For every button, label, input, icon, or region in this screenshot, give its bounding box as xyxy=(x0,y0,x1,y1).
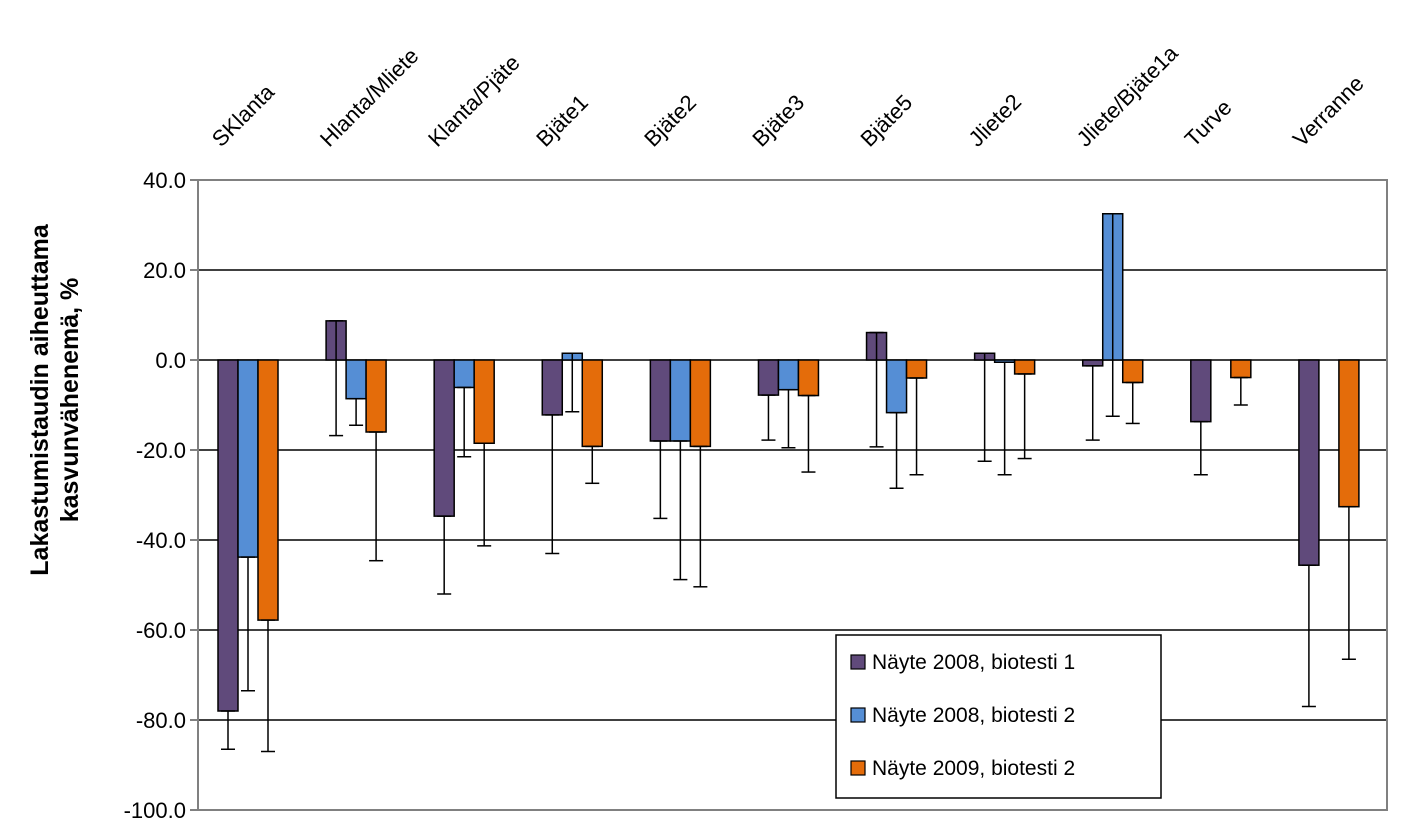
bar xyxy=(777,359,800,391)
bar xyxy=(689,359,712,448)
category-label: Bjäte1 xyxy=(531,90,593,152)
bar xyxy=(217,359,239,712)
category-labels: SKlanta Hlanta/Mliete Klanta/Pjäte Bjäte1 Bj… xyxy=(207,40,1369,152)
y-axis-title: Lakastumistaudin aiheuttamakasvunvähenem… xyxy=(26,223,84,576)
y-axis-title-line: kasvunvähenemä, % xyxy=(56,278,84,523)
bar xyxy=(669,359,692,442)
y-tick-label: 40.0 xyxy=(143,168,186,193)
bar xyxy=(1013,359,1036,375)
bar xyxy=(1338,359,1360,508)
legend-label: Näyte 2008, biotesti 1 xyxy=(872,651,1075,674)
y-tick-labels: 40.0 20.0 0.0 -20.0 -40.0 -60.0 -80.0 -100.0 xyxy=(124,168,186,823)
bar xyxy=(1190,359,1212,423)
bar xyxy=(1298,359,1320,566)
bar xyxy=(345,359,367,400)
category-label: Bjäte5 xyxy=(855,90,917,152)
category-label: Hlanta/Mliete xyxy=(315,43,423,151)
y-tick-label: -60.0 xyxy=(136,618,186,643)
legend-label: Näyte 2008, biotesti 2 xyxy=(872,704,1075,727)
category-label: Bjäte2 xyxy=(639,90,701,152)
y-tick-label: -40.0 xyxy=(136,528,186,553)
bar xyxy=(365,359,387,433)
plot-frame xyxy=(190,179,1388,811)
category-label: Jliete2 xyxy=(964,89,1027,152)
category-label: Jliete/Bjäte1a xyxy=(1072,40,1184,152)
y-tick-label: -20.0 xyxy=(136,438,186,463)
category-label: Bjäte3 xyxy=(747,90,809,152)
legend: Näyte 2008, biotesti 1 Näyte 2008, biotes… xyxy=(835,634,1162,799)
bar xyxy=(1230,359,1252,379)
bar xyxy=(473,359,495,444)
bar xyxy=(257,359,279,621)
bar xyxy=(1081,359,1104,367)
y-tick-label: -100.0 xyxy=(124,798,186,823)
y-tick-label: 20.0 xyxy=(143,258,186,283)
bar xyxy=(433,359,455,517)
y-tick-label: -80.0 xyxy=(136,708,186,733)
legend-label: Näyte 2009, biotesti 2 xyxy=(872,757,1075,780)
bar xyxy=(905,359,928,379)
bar xyxy=(885,359,908,414)
legend-swatch xyxy=(850,760,866,776)
category-label: Klanta/Pjäte xyxy=(423,50,525,152)
bars xyxy=(217,213,1360,712)
bar xyxy=(757,359,780,396)
bar xyxy=(541,359,564,416)
bar xyxy=(797,359,820,397)
gridlines xyxy=(198,269,1387,721)
y-tick-label: 0.0 xyxy=(155,348,186,373)
category-label: SKlanta xyxy=(207,79,280,152)
category-label: Turve xyxy=(1180,95,1237,152)
legend-swatch xyxy=(850,707,866,723)
error-bars xyxy=(221,213,1356,753)
bar xyxy=(1121,359,1144,384)
bar xyxy=(581,359,604,448)
bar xyxy=(453,359,475,389)
category-label: Verranne xyxy=(1288,71,1369,152)
bar xyxy=(237,359,259,558)
plot-border xyxy=(197,179,1388,811)
y-axis-title-line: Lakastumistaudin aiheuttama xyxy=(26,223,54,576)
legend-box xyxy=(835,634,1162,799)
legend-swatch xyxy=(850,654,866,670)
bar xyxy=(649,359,672,442)
